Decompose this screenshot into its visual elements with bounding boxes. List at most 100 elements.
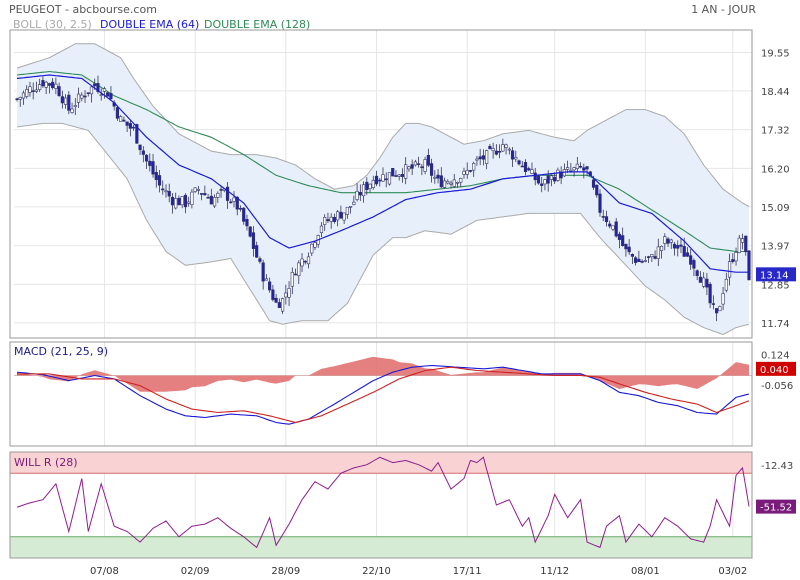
price-tick-label: 18.44 — [761, 87, 790, 98]
candle-body — [517, 160, 521, 165]
panel-frame — [9, 341, 753, 447]
candle-body — [446, 181, 450, 184]
candle-body — [708, 283, 712, 304]
candle-body — [306, 256, 311, 265]
candle-body — [391, 167, 395, 177]
legend-williams-r: WILL R (28) — [14, 456, 78, 469]
candle-body — [349, 206, 353, 208]
candle-body — [303, 260, 307, 263]
candle-body — [604, 216, 609, 223]
candle-body — [488, 146, 492, 150]
candle-body — [310, 243, 314, 254]
candle-body — [676, 245, 680, 249]
candle-body — [293, 273, 298, 276]
candle-body — [60, 96, 64, 104]
candle-body — [433, 176, 437, 179]
candle-body — [313, 242, 317, 248]
candle-body — [507, 148, 511, 151]
candle-body — [553, 176, 557, 182]
chart-period[interactable]: 1 AN - JOUR — [691, 3, 756, 16]
candle-body — [439, 175, 443, 188]
candle-body — [122, 119, 126, 122]
candle-body — [339, 211, 343, 219]
candle-body — [624, 243, 628, 250]
candle-body — [70, 108, 74, 113]
candle-body — [731, 259, 735, 262]
candle-body — [89, 86, 94, 95]
double-ema-64-line — [16, 74, 749, 273]
candle-body — [718, 306, 722, 312]
overbought-zone — [10, 452, 752, 474]
candle-body — [15, 98, 19, 100]
candle-body — [138, 144, 142, 151]
candle-body — [183, 194, 188, 208]
candle-body — [498, 150, 502, 153]
candle-body — [180, 196, 184, 206]
candle-body — [54, 83, 58, 89]
x-axis-label: 08/01 — [631, 566, 660, 577]
candle-body — [99, 94, 103, 96]
candle-body — [290, 272, 294, 287]
candle-body — [212, 197, 217, 207]
candle-body — [533, 172, 537, 181]
candle-body — [161, 188, 165, 191]
candle-body — [465, 169, 469, 175]
candle-body — [174, 198, 178, 209]
candle-body — [536, 175, 541, 184]
candle-body — [115, 107, 120, 119]
candle-body — [368, 183, 372, 189]
candle-body — [572, 167, 576, 171]
candle-body — [203, 193, 207, 196]
candle-body — [128, 123, 132, 129]
candle-body — [41, 80, 45, 87]
chart-title: PEUGEOT - abcbourse.com — [9, 3, 157, 16]
candle-body — [442, 180, 447, 188]
candle-body — [193, 187, 197, 192]
candle-body — [682, 245, 686, 257]
candle-body — [727, 261, 732, 278]
candle-body — [280, 298, 285, 312]
macd-signal-line — [17, 366, 750, 424]
candle-body — [96, 83, 100, 92]
candle-body — [679, 244, 683, 247]
candle-body — [300, 258, 304, 267]
candle-body — [21, 92, 26, 99]
price-tick-label: 12.85 — [761, 280, 790, 291]
candle-body — [556, 169, 560, 181]
candle-body — [141, 150, 145, 155]
candle-body — [504, 144, 508, 148]
x-axis-label: 28/09 — [271, 566, 300, 577]
candle-body — [34, 89, 39, 92]
candle-body — [617, 233, 622, 240]
x-axis-label: 07/08 — [90, 566, 119, 577]
candle-body — [578, 165, 583, 168]
candle-body — [423, 159, 427, 172]
x-axis-label: 02/09 — [181, 566, 210, 577]
candle-body — [297, 262, 301, 277]
legend-ema-128: DOUBLE EMA (128) — [204, 18, 311, 31]
candle-body — [575, 163, 579, 169]
x-axis-label: 11/12 — [540, 566, 569, 577]
candle-body — [608, 223, 612, 227]
macd-last-value-bg — [756, 361, 796, 376]
candle-body — [449, 182, 453, 185]
candlesticks — [15, 75, 751, 322]
candle-body — [407, 166, 411, 170]
candle-body — [546, 175, 550, 184]
candle-body — [365, 181, 369, 191]
candle-body — [336, 211, 340, 221]
candle-body — [177, 197, 181, 206]
candle-body — [76, 93, 81, 103]
price-last-value-text: 13.14 — [760, 270, 789, 281]
candle-body — [326, 219, 330, 222]
candle-body — [83, 95, 87, 98]
candle-body — [80, 94, 84, 99]
candle-body — [102, 88, 107, 92]
candle-body — [640, 261, 644, 263]
candle-body — [475, 158, 479, 161]
candle-body — [510, 150, 515, 160]
macd-tick-label: -0.056 — [761, 381, 793, 392]
candle-body — [656, 246, 660, 259]
x-axis-labels: 07/08 02/09 28/09 22/10 17/11 11/12 08/01 03/02 — [90, 566, 747, 577]
candle-body — [67, 94, 71, 111]
